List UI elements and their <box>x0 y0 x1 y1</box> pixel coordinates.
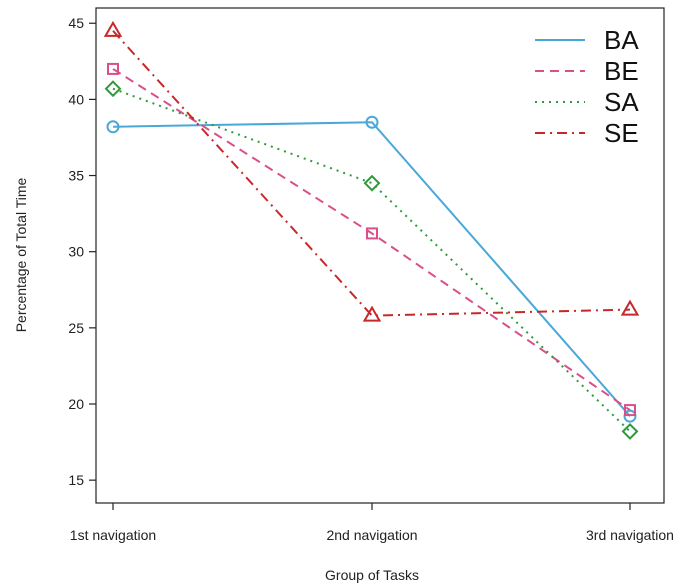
x-tick-label: 1st navigation <box>70 527 156 543</box>
series-layer <box>103 20 640 440</box>
square-marker <box>366 227 378 240</box>
y-tick-label: 25 <box>68 320 84 336</box>
y-tick-label: 15 <box>68 472 84 488</box>
circle-marker <box>365 115 379 129</box>
legend-label: SA <box>604 87 639 117</box>
circle-marker <box>623 409 637 423</box>
square-marker <box>107 62 119 75</box>
y-tick-label: 20 <box>68 396 84 412</box>
y-axis: 15 20 25 30 35 40 45 <box>68 15 96 488</box>
x-tick-label: 3rd navigation <box>586 527 674 543</box>
triangle-marker <box>362 305 382 322</box>
y-tick-label: 30 <box>68 244 84 260</box>
series-line <box>112 121 631 417</box>
triangle-marker <box>620 299 640 316</box>
x-axis: 1st navigation 2nd navigation 3rd navigati… <box>70 503 674 543</box>
plot-frame <box>95 7 665 504</box>
x-axis-title: Group of Tasks <box>325 567 419 583</box>
series-se <box>103 20 640 322</box>
square-marker <box>624 404 636 417</box>
legend-label: BE <box>604 56 639 86</box>
diamond-marker <box>621 423 639 440</box>
y-tick-label: 40 <box>68 91 84 107</box>
series-line <box>112 68 631 411</box>
diamond-marker <box>104 80 122 98</box>
y-tick-label: 35 <box>68 168 84 184</box>
legend-item-sa: SA <box>535 87 639 117</box>
legend-item-se: SE <box>535 118 639 148</box>
legend-item-ba: BA <box>535 25 639 55</box>
x-tick-label: 2nd navigation <box>326 527 417 543</box>
diamond-marker <box>363 174 381 192</box>
triangle-marker <box>103 20 123 37</box>
legend-item-be: BE <box>535 56 639 86</box>
series-be <box>107 62 636 417</box>
series-sa <box>104 80 639 440</box>
series-ba <box>106 115 637 423</box>
y-tick-label: 45 <box>68 15 84 31</box>
y-axis-title: Percentage of Total Time <box>13 177 29 332</box>
series-line <box>112 30 631 317</box>
series-line <box>112 87 631 433</box>
legend-label: SE <box>604 118 639 148</box>
circle-marker <box>106 120 120 134</box>
legend-label: BA <box>604 25 639 55</box>
